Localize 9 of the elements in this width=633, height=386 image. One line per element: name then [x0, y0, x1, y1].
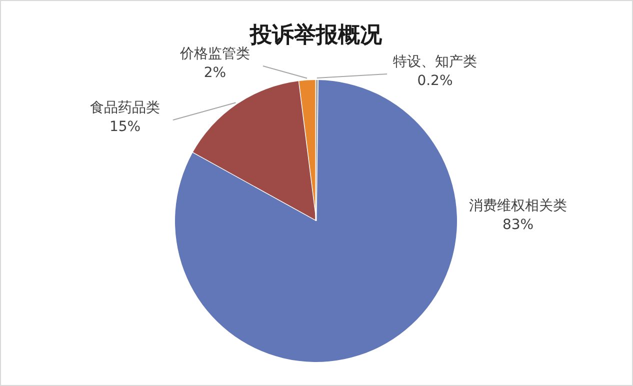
- slice-label: 消费维权相关类: [469, 198, 567, 214]
- data-label: 2%: [204, 65, 226, 81]
- data-label: 15%: [109, 119, 141, 135]
- slice-label: 特设、知产类: [393, 54, 477, 70]
- chart-title: 投诉举报概况: [249, 22, 383, 48]
- slice-label: 食品药品类: [90, 100, 160, 116]
- data-label: 0.2%: [417, 73, 453, 89]
- data-label: 83%: [502, 217, 534, 233]
- slice-label: 价格监管类: [179, 46, 250, 62]
